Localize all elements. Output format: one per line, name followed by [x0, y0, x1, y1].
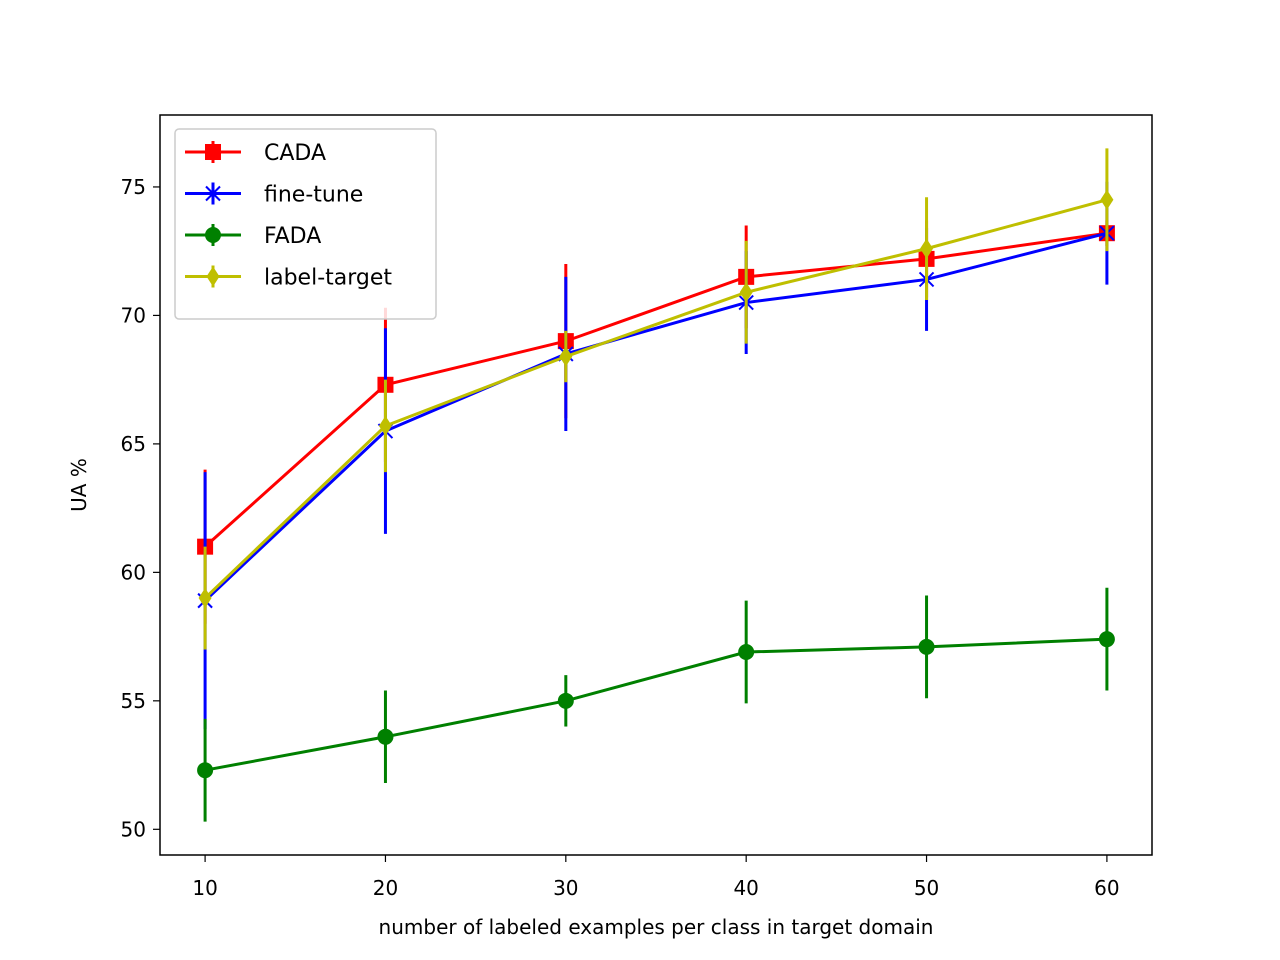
legend-label-cada: CADA	[264, 141, 326, 166]
y-tick-label: 55	[121, 689, 146, 713]
fine-tune-line	[204, 231, 1108, 602]
fada-point	[377, 728, 394, 745]
series-fada	[197, 587, 1115, 822]
cada-line	[204, 231, 1108, 548]
x-tick-label: 40	[733, 876, 758, 900]
legend-marker-cada	[205, 144, 221, 160]
legend-marker-label-target	[206, 266, 220, 287]
x-tick-label: 30	[553, 876, 578, 900]
legend-label-fada: FADA	[264, 224, 321, 249]
y-tick-label: 70	[121, 303, 146, 327]
y-axis-label: UA %	[67, 458, 91, 512]
legend-item-fada: FADA	[185, 224, 321, 249]
fada-point	[557, 692, 574, 709]
x-axis-ticks: 10 20 30 40 50 60	[192, 855, 1120, 900]
y-tick-label: 75	[121, 175, 146, 199]
legend-label-label-target: label-target	[264, 266, 392, 291]
x-tick-label: 10	[192, 876, 217, 900]
x-tick-label: 20	[373, 876, 398, 900]
label-target-point	[920, 238, 934, 259]
label-target-point	[198, 588, 212, 609]
fada-point	[738, 644, 755, 661]
label-target-point	[739, 282, 753, 303]
x-tick-label: 60	[1094, 876, 1119, 900]
fada-point	[197, 762, 214, 779]
legend: CADA fine-tune FADA label-target	[174, 128, 437, 320]
legend-marker-fine-tune-stroke-b	[205, 185, 221, 202]
label-target-line	[204, 198, 1108, 600]
x-tick-label: 50	[914, 876, 939, 900]
legend-item-cada: CADA	[185, 141, 326, 166]
label-target-point	[559, 346, 573, 367]
x-axis-label: number of labeled examples per class in …	[379, 915, 934, 939]
y-tick-label: 50	[121, 817, 146, 841]
series-layer	[197, 148, 1115, 822]
legend-marker-fada	[205, 227, 221, 243]
plot-frame	[159, 114, 1153, 856]
legend-item-label-target: label-target	[185, 265, 392, 291]
legend-marker-fine-tune	[205, 185, 221, 202]
fada-point	[918, 638, 935, 655]
label-target-point	[378, 415, 392, 436]
legend-item-fine-tune: fine-tune	[185, 182, 363, 208]
y-tick-label: 65	[121, 432, 146, 456]
series-label-target	[198, 148, 1114, 650]
fada-line	[204, 637, 1107, 772]
y-tick-label: 60	[121, 560, 146, 584]
legend-label-fine-tune: fine-tune	[264, 183, 363, 208]
label-target-point	[1100, 189, 1114, 210]
legend-box	[174, 128, 437, 320]
fada-point	[1098, 631, 1115, 648]
y-axis-ticks: 50 55 60 65 70 75	[121, 175, 160, 841]
